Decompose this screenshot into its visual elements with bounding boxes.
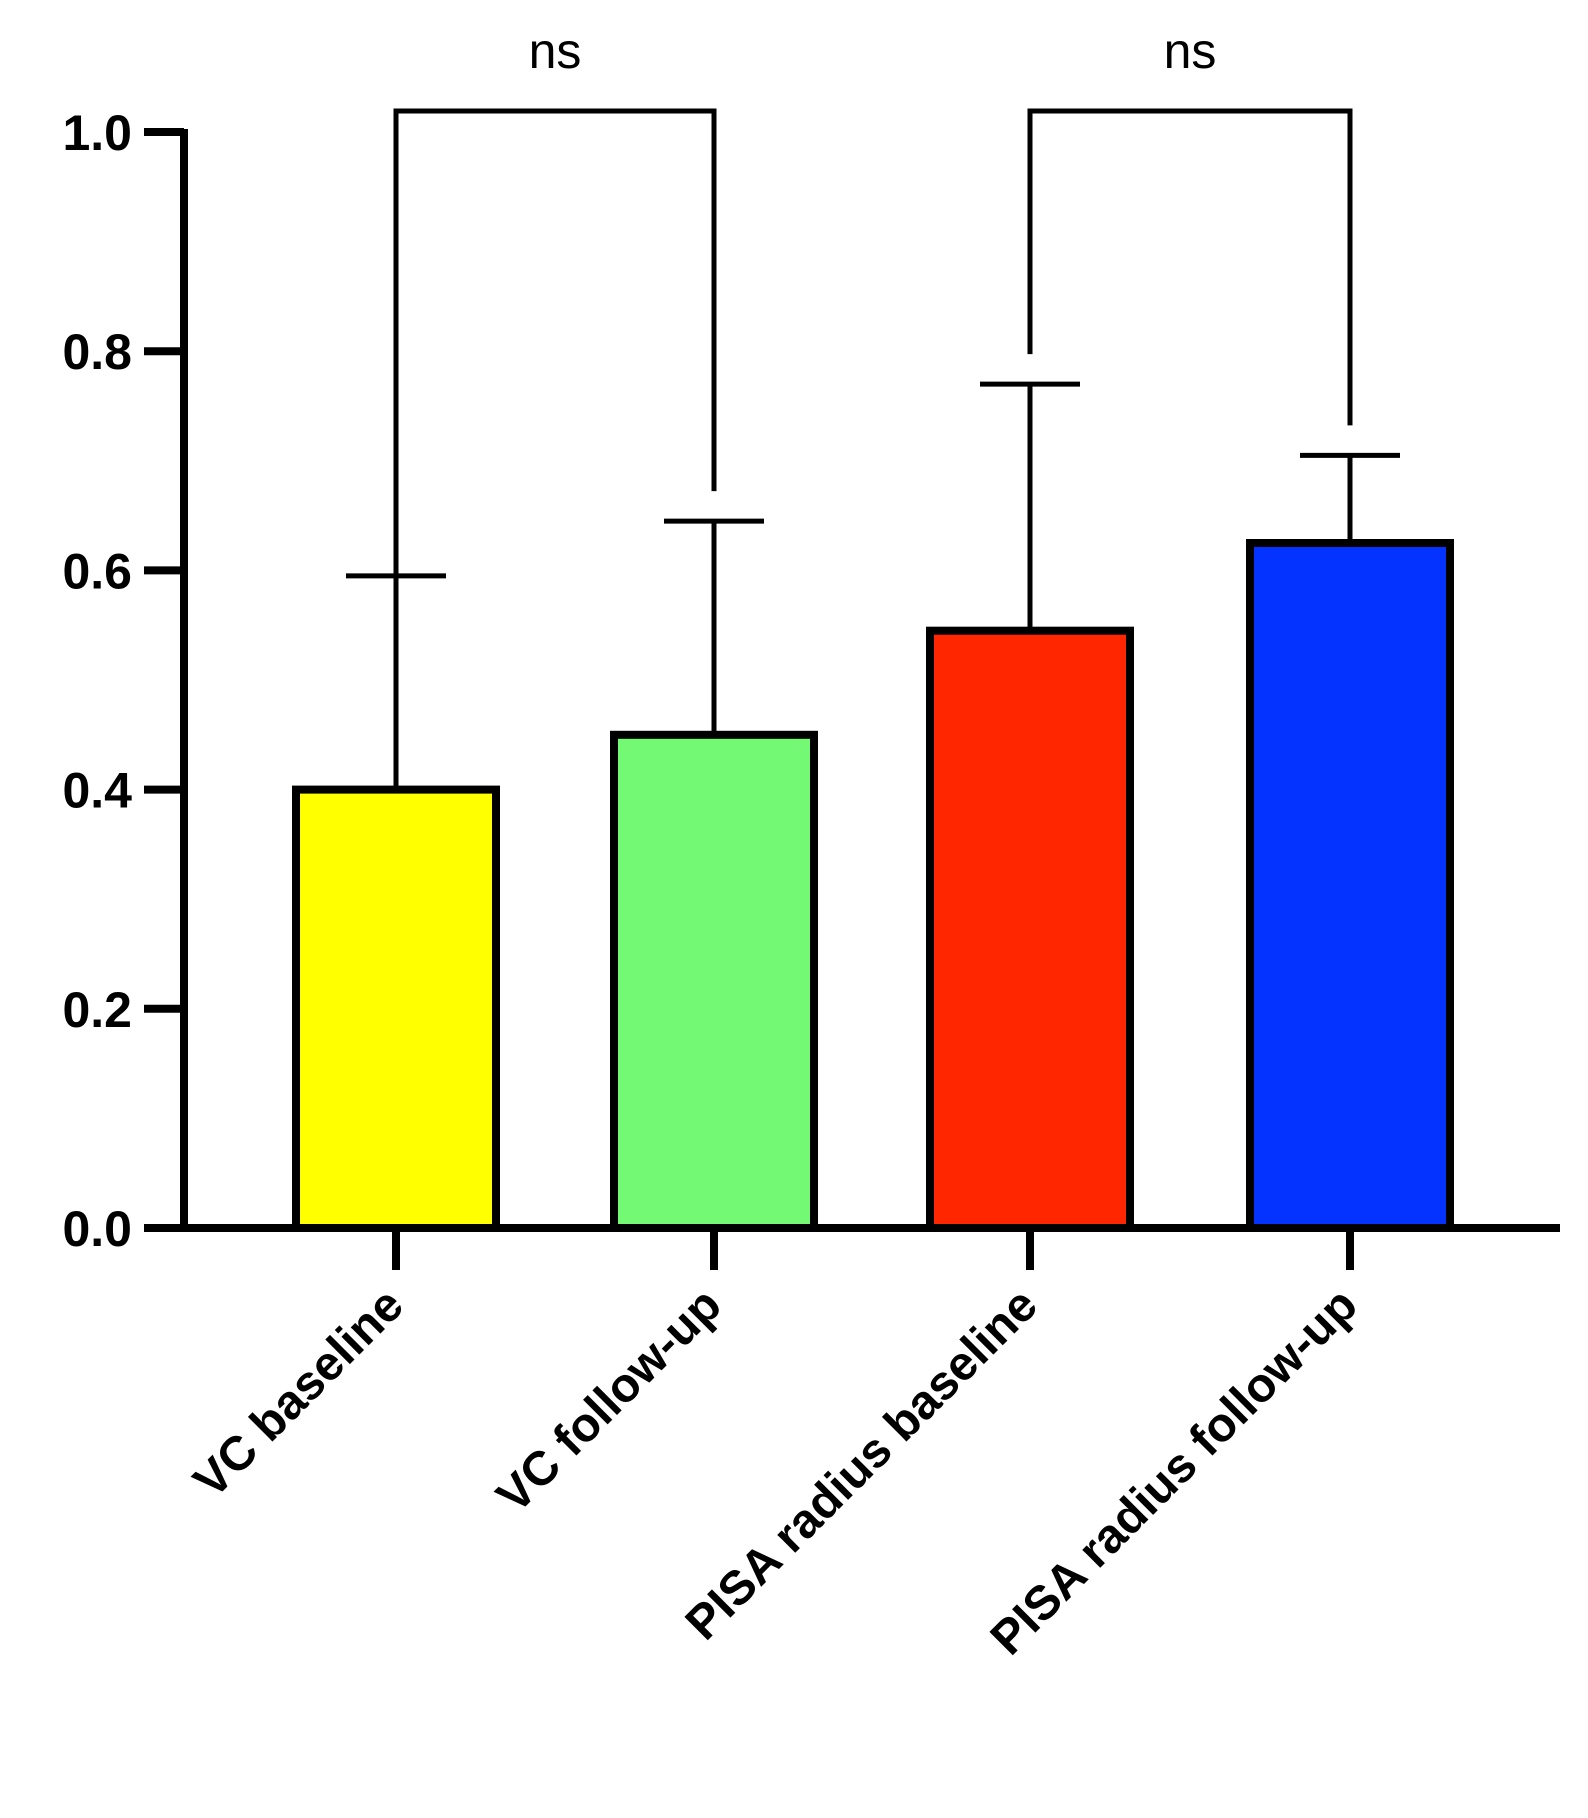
significance-label-1: ns — [1164, 23, 1217, 79]
x-category-label-2: PISA radius baseline — [676, 1278, 1048, 1650]
significance-bracket-1 — [1027, 108, 1353, 426]
bar-0 — [292, 785, 500, 1232]
bar-1 — [610, 730, 818, 1232]
y-tick-label-0: 0.0 — [62, 1201, 132, 1257]
y-tick-label-5: 1.0 — [62, 105, 132, 161]
significance-bracket-0 — [393, 108, 717, 790]
x-category-label-3: PISA radius follow-up — [981, 1278, 1368, 1665]
y-tick-label-4: 0.8 — [62, 324, 132, 380]
y-tick-label-3: 0.6 — [62, 543, 132, 599]
bar-3 — [1246, 539, 1454, 1232]
y-tick-label-2: 0.4 — [62, 763, 132, 819]
x-category-label-0: VC baseline — [184, 1278, 414, 1508]
x-category-label-1: VC follow-up — [487, 1278, 732, 1523]
y-tick-label-1: 0.2 — [62, 982, 132, 1038]
bar-2 — [926, 626, 1134, 1232]
significance-label-0: ns — [529, 23, 582, 79]
